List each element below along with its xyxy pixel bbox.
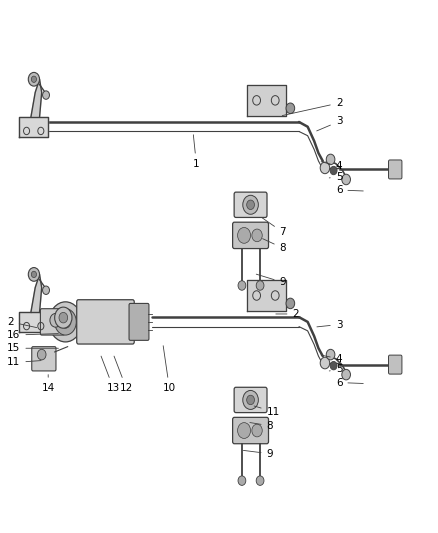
Circle shape: [243, 195, 258, 214]
FancyBboxPatch shape: [234, 387, 267, 413]
Text: 3: 3: [317, 319, 343, 329]
Circle shape: [42, 286, 49, 294]
Text: 8: 8: [263, 239, 286, 253]
Circle shape: [320, 162, 330, 174]
Text: 4: 4: [321, 161, 343, 171]
Polygon shape: [19, 312, 48, 333]
Text: 9: 9: [256, 274, 286, 287]
Circle shape: [330, 361, 337, 370]
Text: 6: 6: [336, 185, 363, 195]
Circle shape: [28, 72, 39, 86]
Circle shape: [252, 229, 262, 241]
Circle shape: [59, 312, 67, 323]
FancyBboxPatch shape: [389, 355, 402, 374]
FancyBboxPatch shape: [129, 303, 149, 341]
Circle shape: [32, 76, 36, 83]
Polygon shape: [247, 85, 286, 116]
Text: 12: 12: [114, 356, 133, 393]
Text: 2: 2: [7, 317, 37, 328]
Circle shape: [243, 391, 258, 409]
Circle shape: [256, 281, 264, 290]
FancyBboxPatch shape: [234, 192, 267, 217]
Polygon shape: [247, 280, 286, 311]
Text: 11: 11: [7, 358, 41, 367]
Circle shape: [237, 423, 251, 439]
FancyBboxPatch shape: [40, 309, 65, 335]
FancyBboxPatch shape: [233, 417, 268, 443]
Text: 6: 6: [336, 377, 363, 387]
FancyBboxPatch shape: [77, 300, 134, 344]
Polygon shape: [19, 117, 48, 138]
Text: 5: 5: [329, 365, 343, 374]
Text: 3: 3: [317, 116, 343, 131]
Text: 9: 9: [244, 449, 273, 459]
Text: 13: 13: [101, 356, 120, 393]
Circle shape: [286, 103, 295, 114]
Polygon shape: [31, 79, 42, 117]
Circle shape: [247, 200, 254, 209]
Circle shape: [42, 91, 49, 99]
Circle shape: [286, 298, 295, 309]
Circle shape: [32, 271, 36, 278]
Circle shape: [49, 302, 82, 342]
Circle shape: [320, 357, 330, 369]
Text: 16: 16: [7, 330, 58, 340]
Text: 14: 14: [42, 375, 55, 393]
Text: 11: 11: [254, 406, 280, 417]
Circle shape: [238, 476, 246, 486]
Circle shape: [37, 349, 46, 360]
Circle shape: [55, 309, 76, 335]
FancyBboxPatch shape: [32, 346, 56, 371]
Circle shape: [342, 174, 350, 185]
Text: 1: 1: [193, 135, 200, 168]
Circle shape: [238, 281, 246, 290]
Text: 8: 8: [250, 421, 273, 431]
Text: 15: 15: [7, 343, 58, 353]
Text: 2: 2: [276, 309, 299, 319]
FancyBboxPatch shape: [389, 160, 402, 179]
Circle shape: [28, 268, 39, 281]
Circle shape: [330, 166, 337, 175]
Text: 10: 10: [163, 346, 176, 393]
Circle shape: [55, 307, 72, 328]
Polygon shape: [31, 274, 42, 312]
Circle shape: [326, 154, 335, 165]
Circle shape: [326, 349, 335, 360]
Circle shape: [252, 424, 262, 437]
Text: 7: 7: [262, 218, 286, 237]
Text: 2: 2: [282, 98, 343, 116]
Circle shape: [60, 316, 71, 328]
Circle shape: [237, 228, 251, 243]
Circle shape: [256, 476, 264, 486]
Text: 4: 4: [321, 354, 343, 364]
Circle shape: [50, 313, 61, 327]
Text: 5: 5: [329, 172, 343, 182]
Circle shape: [247, 395, 254, 405]
Circle shape: [342, 369, 350, 380]
FancyBboxPatch shape: [233, 222, 268, 248]
